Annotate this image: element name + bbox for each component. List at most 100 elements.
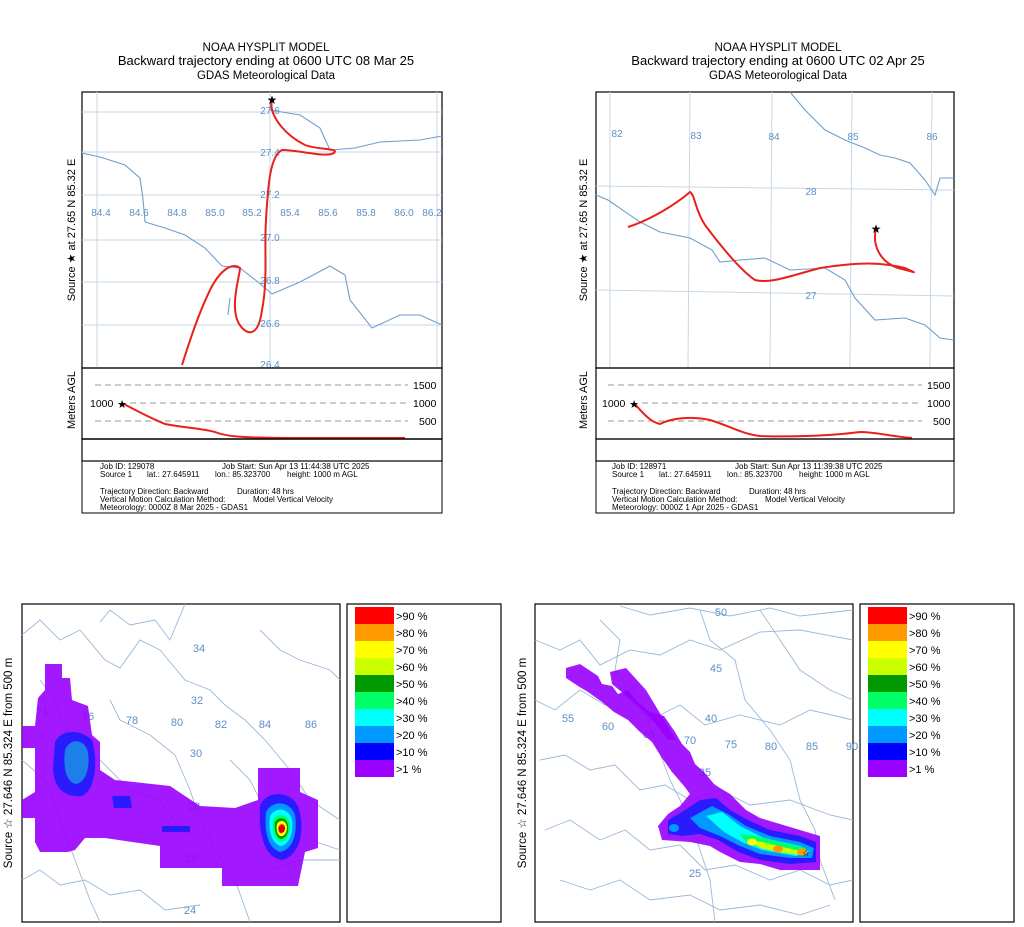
traj2-info-box [595, 460, 955, 514]
freq1-contour-20pct [64, 741, 89, 784]
traj1-lat: lat.: 27.645911 [147, 470, 200, 479]
legend-label: >40 % [396, 696, 428, 708]
traj1-info-box [81, 460, 443, 514]
frequency-panel-2: 50 45 40 35 30 25 55 60 65 70 75 80 85 9… [517, 603, 1015, 923]
legend-item: >70 % [355, 641, 428, 658]
traj2-height: height: 1000 m AGL [799, 470, 870, 479]
traj1-lon-label: 84.8 [167, 208, 187, 219]
traj1-lat-label: 27.2 [260, 190, 280, 201]
legend-label: >20 % [909, 730, 941, 742]
traj1-spacer-frame [81, 438, 443, 462]
traj1-meteorology: Meteorology: 0000Z 8 Mar 2025 - GDAS1 [100, 503, 249, 512]
legend-label: >40 % [909, 696, 941, 708]
traj1-grid [82, 92, 442, 368]
traj1-source: Source 1 [100, 470, 133, 479]
legend-swatch-70 [868, 641, 907, 658]
legend-swatch-40 [355, 692, 394, 709]
legend-swatch-40 [868, 692, 907, 709]
legend-swatch-1 [355, 760, 394, 777]
legend-swatch-1 [868, 760, 907, 777]
freq1-grid-label: 32 [191, 695, 203, 707]
traj2-lat-label: 28 [805, 187, 817, 198]
legend-item: >80 % [868, 624, 941, 641]
legend-item: >50 % [868, 675, 941, 692]
legend-item: >80 % [355, 624, 428, 641]
traj2-lon-label: 86 [926, 132, 938, 143]
traj2-lon-label: 82 [611, 129, 623, 140]
legend-item: >90 % [355, 607, 428, 624]
traj2-duration: Duration: 48 hrs [749, 487, 806, 496]
traj1-height-tick: 1000 [413, 398, 437, 410]
legend-label: >60 % [396, 662, 428, 674]
traj1-lat-labels: 27.6 27.4 27.2 27.0 26.8 26.6 26.4 [260, 106, 280, 371]
traj2-subtitle: Backward trajectory ending at 0600 UTC 0… [631, 53, 924, 68]
legend-label: >80 % [396, 628, 428, 640]
traj2-title: NOAA HYSPLIT MODEL [715, 42, 843, 54]
traj2-path [627, 190, 915, 283]
traj1-lat-label: 27.0 [260, 233, 280, 244]
legend-swatch-70 [355, 641, 394, 658]
legend-item: >40 % [868, 692, 941, 709]
traj2-grid [595, 91, 955, 369]
freq1-grid-label: 78 [126, 715, 138, 727]
freq1-grid-label: 80 [171, 717, 183, 729]
traj2-source-star-icon: ★ [871, 222, 882, 236]
traj2-lon-label: 84 [768, 132, 780, 143]
traj1-job-id: Job ID: 129078 [100, 462, 155, 471]
legend-swatch-10 [355, 743, 394, 760]
traj2-vertical-value: Model Vertical Velocity [765, 495, 845, 504]
traj1-lon-label: 84.6 [129, 208, 149, 219]
traj2-lat-label: 27 [805, 291, 817, 302]
traj1-lat-label: 26.4 [260, 360, 280, 371]
traj2-lon-label: 83 [690, 131, 702, 142]
traj1-height-tick: 500 [419, 416, 437, 428]
freq1-grid-label: 84 [259, 719, 271, 731]
legend-label: >80 % [909, 628, 941, 640]
legend-label: >30 % [396, 713, 428, 725]
traj2-lat: lat.: 27.645911 [659, 470, 712, 479]
freq2-side-label: Source ☆ 27.646 N 85.324 E from 500 m [517, 658, 529, 868]
legend-label: >90 % [909, 611, 941, 623]
traj2-height-tick: 1500 [927, 380, 951, 392]
legend-item: >10 % [868, 743, 941, 760]
freq2-grid-label: 60 [602, 721, 614, 733]
traj1-lon-label: 85.8 [356, 208, 376, 219]
traj1-data-source: GDAS Meteorological Data [197, 70, 336, 82]
legend-item: >10 % [355, 743, 428, 760]
legend-item: >90 % [868, 607, 941, 624]
traj1-lat-label: 27.6 [260, 106, 280, 117]
legend-swatch-90 [868, 607, 907, 624]
freq2-grid-label: 55 [562, 713, 574, 725]
traj2-height-tick: 1000 [927, 398, 951, 410]
traj1-side-label: Source ★ at 27.65 N 85.32 E [66, 159, 78, 302]
traj1-lon-label: 84.4 [91, 208, 111, 219]
legend-label: >10 % [909, 747, 941, 759]
traj2-height-tick: 500 [933, 416, 951, 428]
traj2-grid-labels: 82 83 84 85 86 28 27 [611, 129, 938, 302]
freq1-contour-1pct [22, 664, 318, 886]
legend-swatch-60 [868, 658, 907, 675]
traj2-data-source: GDAS Meteorological Data [709, 70, 848, 82]
freq2-grid-label: 45 [710, 663, 722, 675]
freq1-contour-90pct [278, 824, 285, 834]
trajectory-panel-1: NOAA HYSPLIT MODEL Backward trajectory e… [66, 42, 443, 514]
traj2-lon-label: 85 [847, 132, 859, 143]
traj1-lat-label: 27.4 [260, 148, 280, 159]
traj2-height-gridlines [608, 384, 922, 422]
legend-label: >1 % [396, 764, 422, 776]
frequency-panel-1: 34 32 30 28 26 24 74 76 78 80 82 84 86 [3, 603, 502, 923]
legend-swatch-30 [355, 709, 394, 726]
legend-label: >60 % [909, 662, 941, 674]
legend-item: >70 % [868, 641, 941, 658]
traj1-height-path [121, 402, 405, 439]
legend-item: >40 % [355, 692, 428, 709]
legend-swatch-90 [355, 607, 394, 624]
freq1-grid-label: 30 [190, 748, 202, 760]
traj1-direction: Trajectory Direction: Backward [100, 487, 209, 496]
freq2-contour-1pct [566, 664, 820, 870]
legend-item: >1 % [868, 760, 935, 777]
freq1-grid-label: 24 [184, 905, 196, 917]
legend-item: >20 % [355, 726, 428, 743]
legend-item: >20 % [868, 726, 941, 743]
legend-label: >70 % [396, 645, 428, 657]
